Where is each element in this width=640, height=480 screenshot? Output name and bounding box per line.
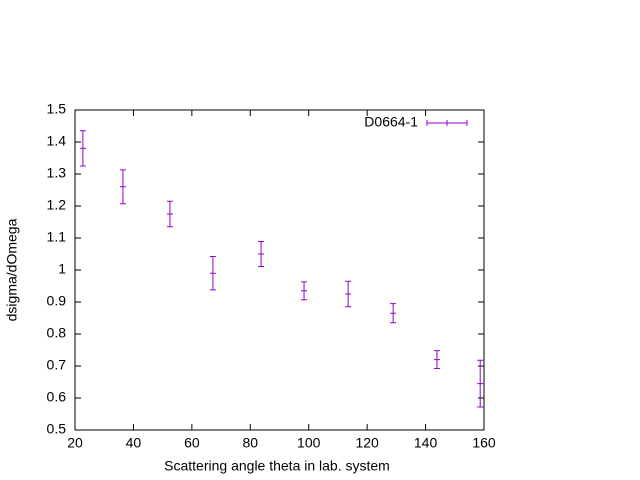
x-tick-label: 60	[184, 435, 200, 451]
error-bar	[258, 241, 265, 267]
x-tick-label: 120	[355, 435, 379, 451]
error-bar	[390, 303, 397, 324]
y-tick-label: 0.6	[47, 389, 67, 405]
error-bar	[477, 359, 484, 408]
y-tick-label: 1.2	[47, 197, 67, 213]
y-tick-label: 1.4	[47, 133, 67, 149]
y-tick-label: 0.5	[47, 421, 67, 437]
y-tick-label: 0.9	[47, 293, 67, 309]
y-axis-label: dsigma/dOmega	[4, 218, 20, 321]
legend-label: D0664-1	[364, 114, 418, 130]
x-tick-label: 100	[297, 435, 321, 451]
x-tick-label: 160	[472, 435, 496, 451]
x-tick-label: 20	[67, 435, 83, 451]
y-tick-label: 0.7	[47, 357, 67, 373]
x-axis-label: Scattering angle theta in lab. system	[164, 458, 390, 474]
x-tick-label: 140	[414, 435, 438, 451]
y-tick-label: 1.5	[47, 101, 67, 117]
error-bar	[433, 350, 440, 370]
y-tick-label: 1	[58, 261, 66, 277]
plot-frame	[74, 109, 485, 431]
error-bar	[166, 200, 173, 228]
error-bar	[209, 256, 216, 291]
y-tick-label: 0.8	[47, 325, 67, 341]
x-tick-label: 40	[126, 435, 142, 451]
error-bar	[119, 169, 126, 205]
error-bar	[301, 281, 308, 301]
error-bar	[79, 130, 86, 167]
error-bar	[345, 280, 352, 308]
x-tick-label: 80	[242, 435, 258, 451]
legend-symbol	[426, 120, 468, 126]
y-tick-label: 1.3	[47, 165, 67, 181]
y-tick-label: 1.1	[47, 229, 67, 245]
